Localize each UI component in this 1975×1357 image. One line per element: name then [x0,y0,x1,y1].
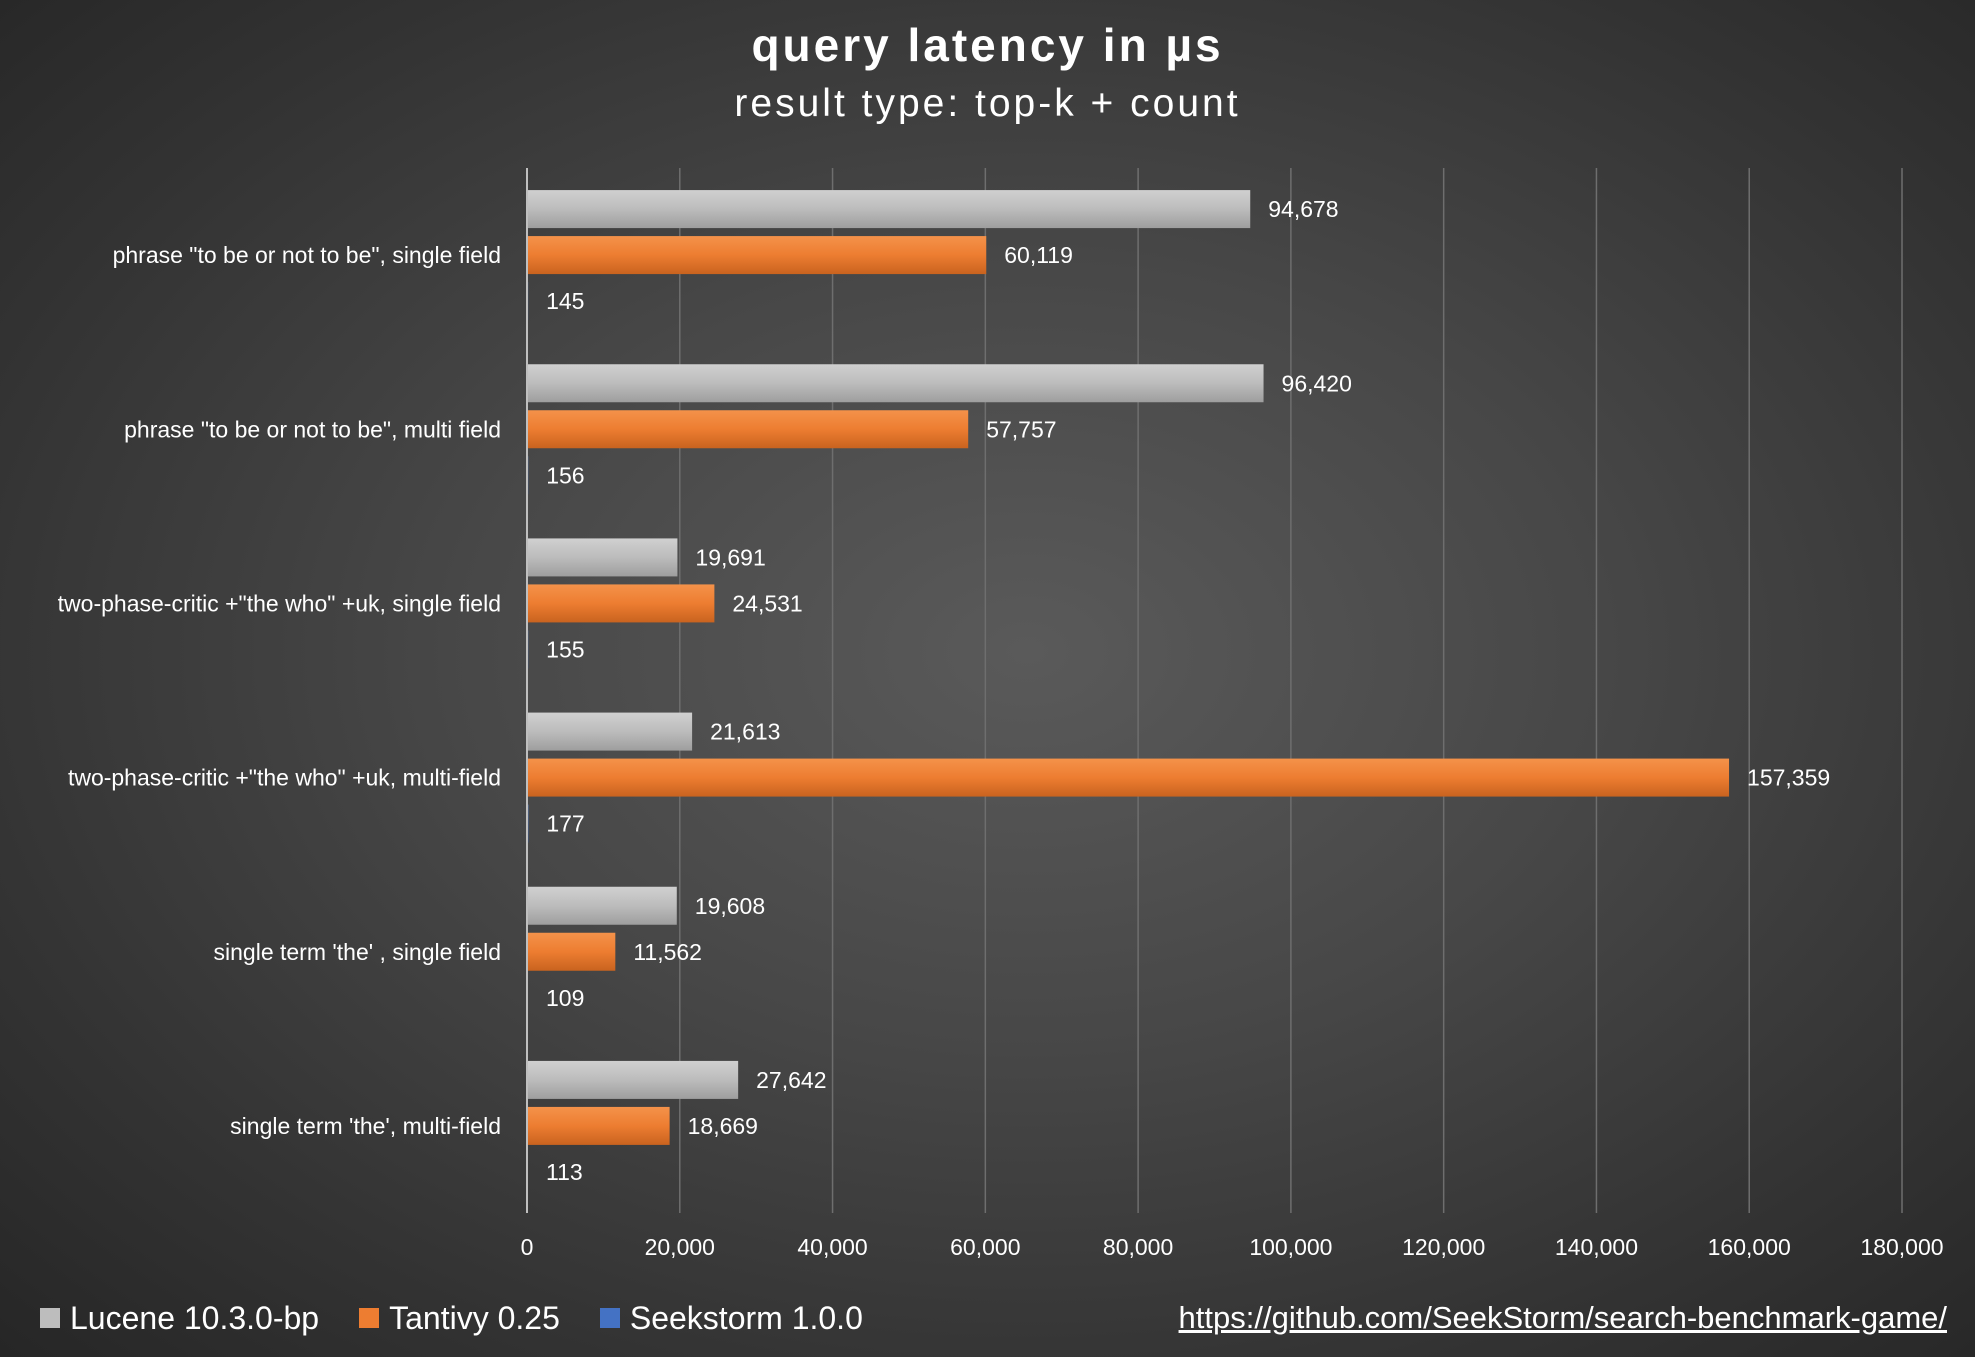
legend-swatch-lucene [40,1308,60,1328]
bar-tantivy [527,236,987,275]
x-tick-label: 160,000 [1708,1234,1791,1260]
gridlines [679,168,1903,1213]
data-labels: 94,678 60,119 145 96,420 57,757 156 19,691 24,5… [546,196,1830,1185]
data-label-lucene: 19,691 [695,544,765,570]
x-tick-label: 0 [521,1234,534,1260]
x-tick-label: 20,000 [645,1234,715,1260]
x-tick-label: 100,000 [1249,1234,1332,1260]
legend-label-tantivy: Tantivy 0.25 [389,1299,560,1336]
x-tick-label: 60,000 [950,1234,1020,1260]
category-label: single term 'the', multi-field [230,1113,501,1139]
x-tick-label: 80,000 [1103,1234,1173,1260]
legend-item-lucene: Lucene 10.3.0-bp [40,1300,319,1337]
data-label-tantivy: 60,119 [1004,242,1073,268]
bar-tantivy [527,932,616,971]
bar-lucene [527,538,678,577]
data-label-seekstorm: 156 [546,462,584,488]
legend-swatch-seekstorm [599,1308,620,1328]
data-label-lucene: 96,420 [1282,370,1352,396]
data-label-lucene: 19,608 [695,893,765,919]
bar-tantivy [527,1106,670,1145]
bar-lucene [527,190,1251,229]
category-label: phrase "to be or not to be", single fiel… [113,242,501,268]
data-label-seekstorm: 109 [546,985,584,1011]
data-label-tantivy: 157,359 [1747,765,1830,791]
bar-tantivy [527,584,715,623]
legend-label-seekstorm: Seekstorm 1.0.0 [629,1299,863,1336]
legend: Lucene 10.3.0-bp Tantivy 0.25 Seekstorm … [40,1296,863,1340]
legend-swatch-tantivy [359,1308,380,1328]
legend-item-tantivy: Tantivy 0.25 [359,1300,560,1337]
data-label-tantivy: 11,562 [633,939,702,965]
category-label: two-phase-critic +"the who" +uk, single … [58,590,501,616]
bar-lucene [527,1060,739,1099]
plot-area: 94,678 60,119 145 96,420 57,757 156 19,691 24,5… [58,168,1944,1260]
legend-item-seekstorm: Seekstorm 1.0.0 [599,1299,863,1337]
x-tick-label: 180,000 [1860,1234,1943,1260]
data-label-seekstorm: 145 [546,288,584,314]
bar-lucene [527,364,1264,403]
chart-subtitle: result type: top-k + count [734,82,1241,125]
x-tick-label: 40,000 [797,1234,867,1260]
axes: 0 20,000 40,000 60,000 80,000 100,000 120,000 1… [58,168,1944,1260]
bar-tantivy [527,758,1730,797]
chart-title: query latency in µs [751,19,1224,71]
x-tick-label: 140,000 [1555,1234,1638,1260]
source-link[interactable]: https://github.com/SeekStorm/search-benc… [1178,1300,1947,1335]
category-label: phrase "to be or not to be", multi field [124,416,501,442]
category-label: two-phase-critic +"the who" +uk, multi-f… [68,765,501,791]
data-label-lucene: 27,642 [756,1067,826,1093]
bar-lucene [527,886,677,925]
bar-lucene [527,712,693,751]
category-label: single term 'the' , single field [214,939,501,965]
bar-tantivy [527,410,969,449]
legend-label-lucene: Lucene 10.3.0-bp [70,1299,320,1336]
data-label-seekstorm: 177 [546,811,584,837]
data-label-tantivy: 18,669 [688,1113,758,1139]
data-label-seekstorm: 113 [546,1159,583,1185]
bars [527,190,1730,1191]
data-label-seekstorm: 155 [546,636,584,662]
data-label-lucene: 94,678 [1268,196,1338,222]
data-label-tantivy: 24,531 [732,590,802,616]
data-label-lucene: 21,613 [710,719,780,745]
data-label-tantivy: 57,757 [986,416,1056,442]
x-tick-label: 120,000 [1402,1234,1485,1260]
